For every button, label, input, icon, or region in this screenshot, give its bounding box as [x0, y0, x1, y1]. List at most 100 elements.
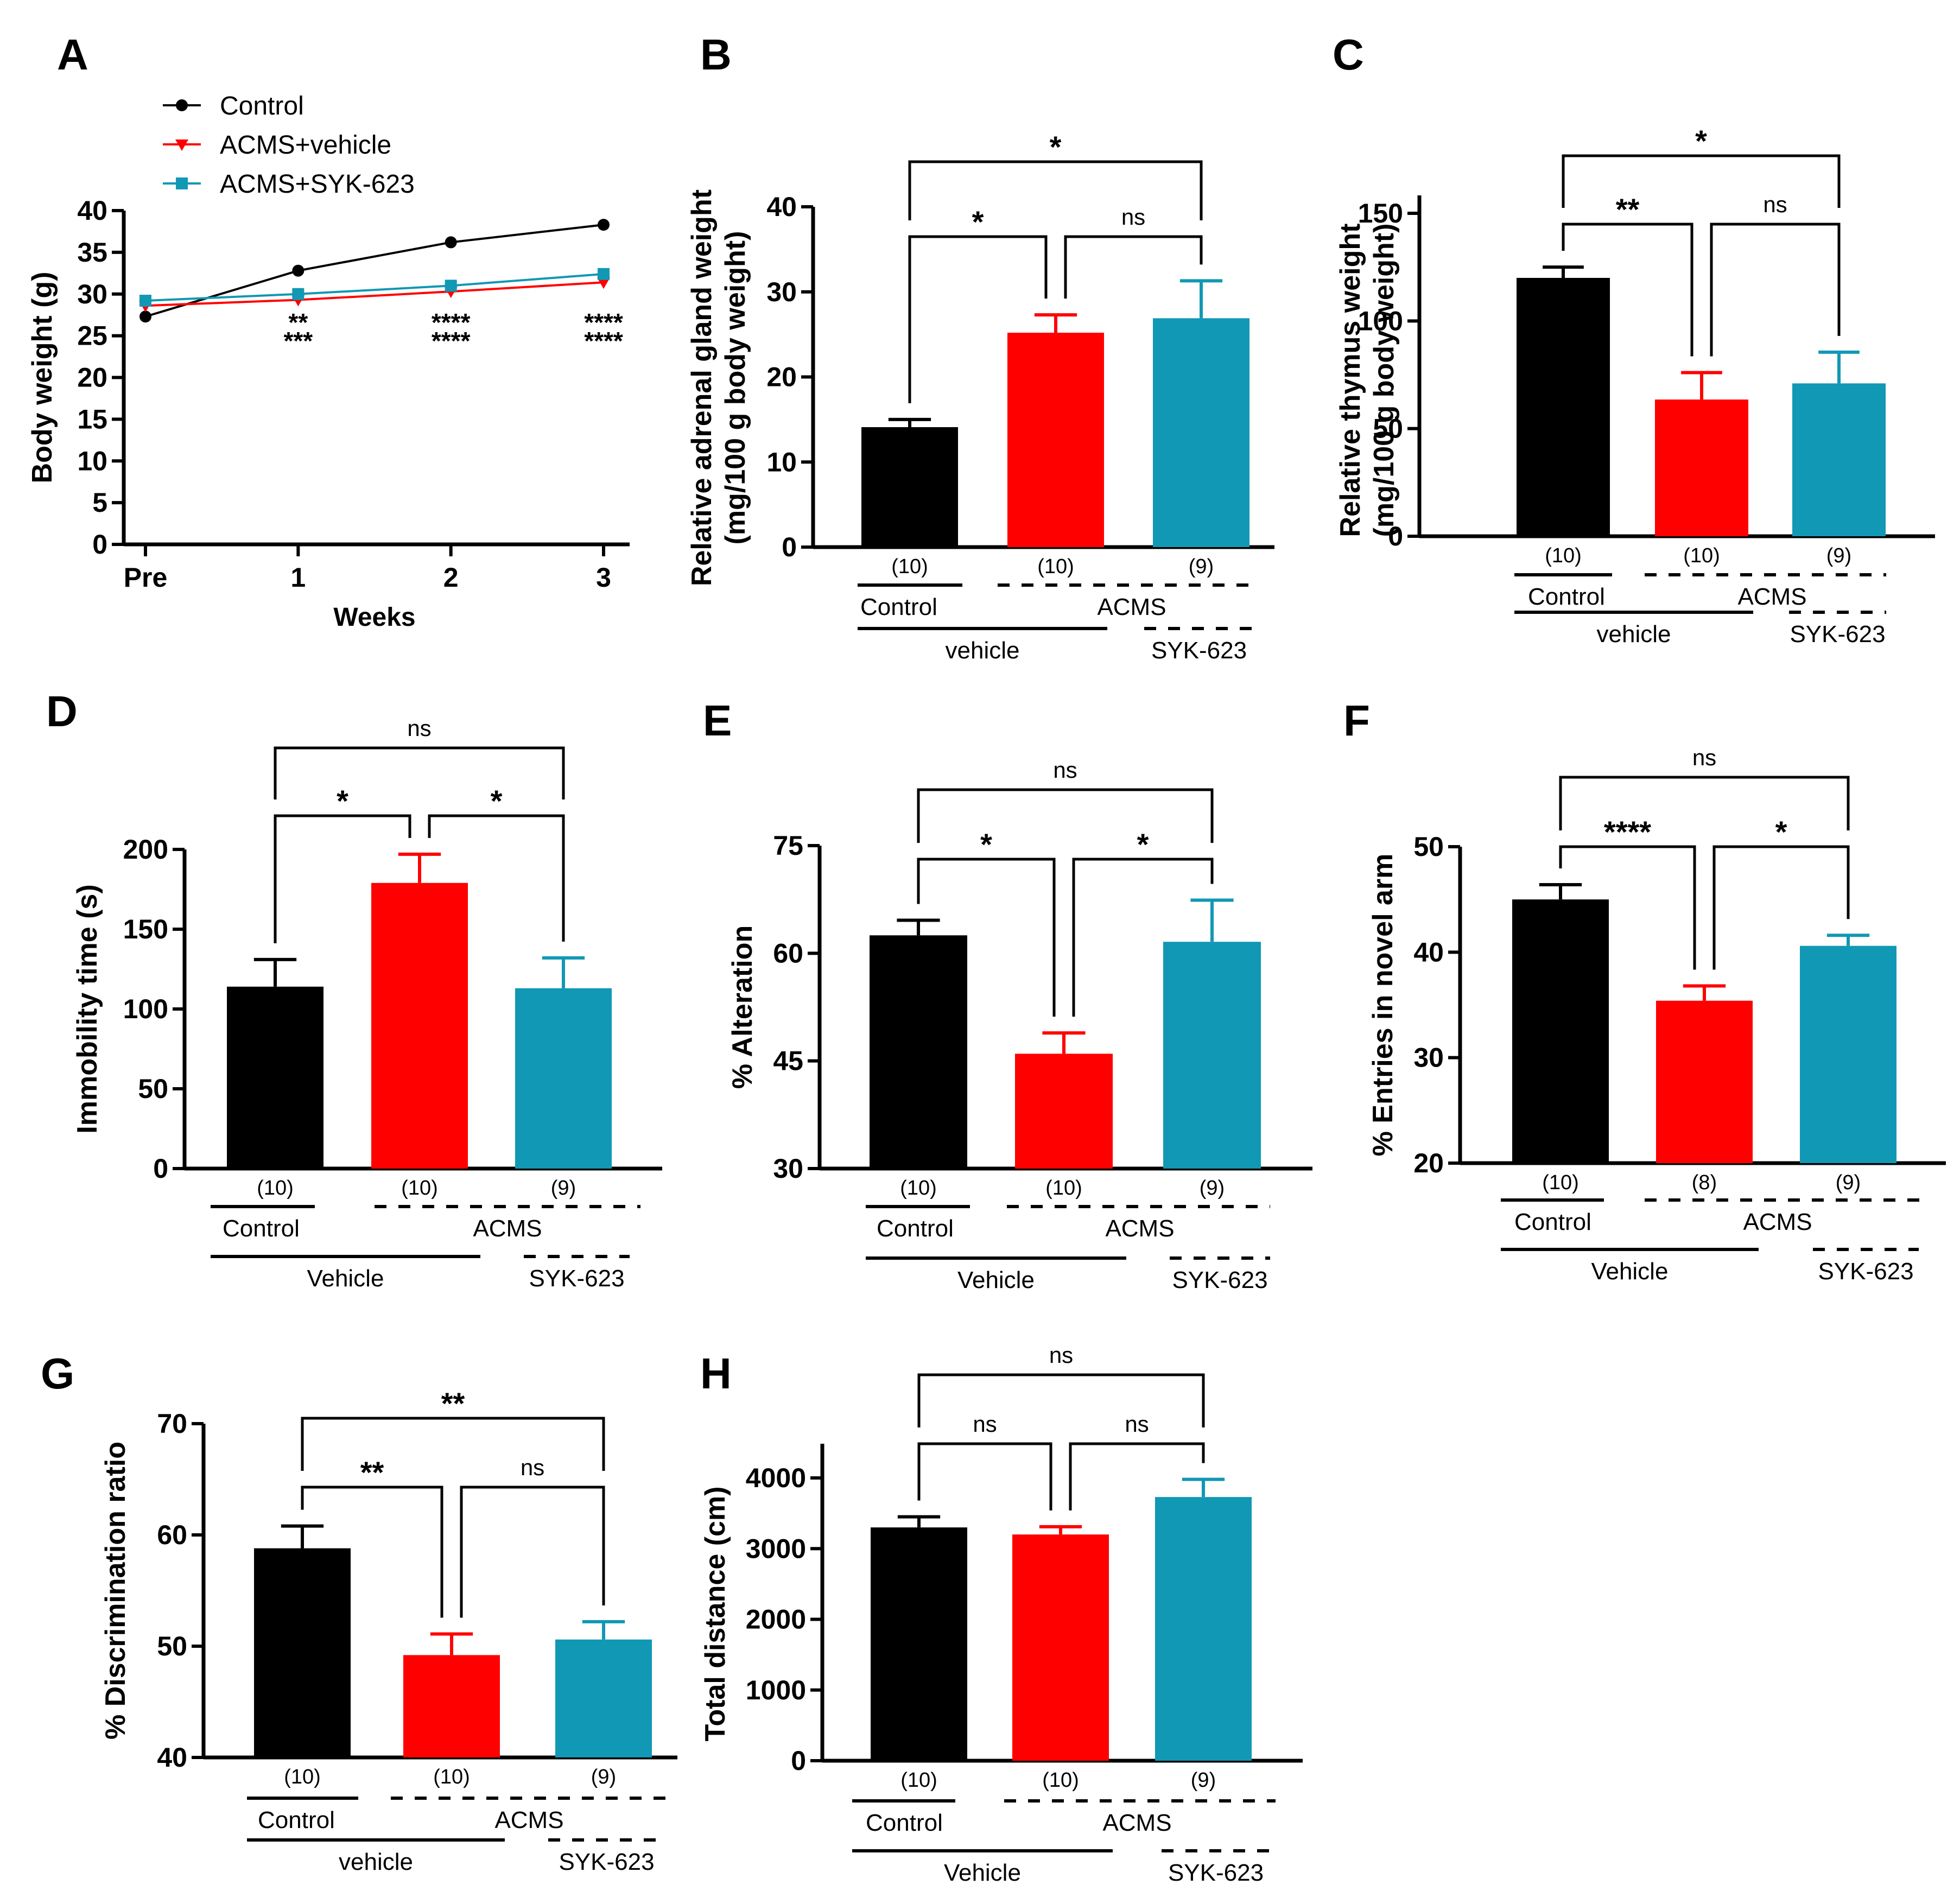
panel-letter: H	[700, 1349, 732, 1398]
group-label-acms: ACMS	[1105, 1215, 1174, 1242]
panel-e: E 30 45 60 75 % Alteration (10) (10) (9) Control A…	[703, 696, 1312, 1293]
y-tick-label: 30	[77, 279, 107, 309]
y-axis-label: Relative adrenal gland weight	[686, 189, 718, 586]
group-label-control: Control	[258, 1807, 335, 1833]
sample-size: (10)	[284, 1766, 321, 1788]
comparison-bracket	[1064, 235, 1203, 299]
comparison-bracket	[428, 814, 565, 942]
y-tick-label: 0	[791, 1746, 806, 1776]
sample-size: (8)	[1692, 1171, 1717, 1194]
comparison-bracket	[1072, 858, 1214, 1017]
y-tick-label: 40	[77, 195, 107, 226]
x-tick-label: 3	[596, 562, 611, 593]
significance-stars: ***	[283, 327, 313, 355]
comparison-bracket	[917, 1442, 1052, 1510]
bar	[555, 1639, 652, 1757]
y-tick-label: 15	[77, 404, 107, 434]
y-tick-label: 50	[157, 1631, 187, 1661]
sample-size: (10)	[257, 1177, 294, 1199]
significance-label: ns	[1049, 1342, 1073, 1368]
group-label-vehicle: Vehicle	[944, 1859, 1021, 1886]
significance-label: *	[1137, 827, 1149, 861]
group-label-drug: SYK-623	[1168, 1859, 1264, 1886]
sample-size: (9)	[1826, 544, 1851, 567]
sample-size: (10)	[433, 1766, 470, 1788]
sample-size: (9)	[1189, 555, 1214, 578]
y-tick-label: 4000	[746, 1463, 806, 1493]
sample-size: (10)	[1683, 544, 1720, 567]
panel-f: F 20 30 40 50 % Entries in novel arm (10) (8) (9…	[1343, 696, 1946, 1285]
y-tick-label: 100	[1358, 306, 1403, 336]
significance-stars: ****	[432, 308, 471, 337]
comparison-bracket	[908, 235, 1048, 403]
y-tick-label: 150	[1358, 198, 1403, 229]
bar	[1153, 318, 1249, 547]
y-tick-label: 35	[77, 237, 107, 268]
x-axis-label: Weeks	[333, 603, 415, 632]
bar	[254, 1548, 351, 1757]
data-point	[445, 280, 457, 292]
group-label-drug: SYK-623	[559, 1849, 654, 1875]
sample-size: (10)	[1542, 1171, 1579, 1194]
significance-label: *	[1775, 815, 1787, 849]
bar	[1012, 1534, 1109, 1761]
significance-label: **	[441, 1386, 465, 1420]
data-point	[139, 295, 151, 307]
panel-letter: D	[46, 687, 78, 735]
y-tick-label: 25	[77, 321, 107, 351]
sample-size: (10)	[1045, 1177, 1082, 1199]
bar	[861, 427, 958, 547]
group-label-acms: ACMS	[1097, 594, 1166, 620]
significance-label: ns	[1053, 757, 1077, 783]
y-tick-label: 10	[766, 447, 797, 477]
significance-label: ****	[1604, 815, 1651, 849]
legend-marker	[175, 139, 188, 151]
significance-label: ns	[1763, 192, 1787, 217]
significance-label: *	[972, 205, 984, 239]
y-axis-label: % Discrimination ratio	[100, 1442, 131, 1740]
y-tick-label: 0	[153, 1153, 168, 1184]
significance-label: ns	[407, 715, 431, 741]
data-point	[445, 236, 457, 249]
bar	[1800, 945, 1896, 1163]
bar	[1656, 1000, 1753, 1163]
sample-size: (10)	[900, 1177, 937, 1199]
panel-letter: E	[703, 696, 732, 745]
group-label-acms: ACMS	[1743, 1209, 1812, 1235]
sample-size: (9)	[1200, 1177, 1225, 1199]
group-label-drug: SYK-623	[1818, 1258, 1913, 1285]
group-label-control: Control	[860, 594, 937, 620]
comparison-bracket	[1559, 845, 1696, 970]
y-tick-label: 40	[766, 192, 797, 222]
group-label-vehicle: Vehicle	[307, 1265, 384, 1292]
y-tick-label: 10	[77, 446, 107, 476]
group-label-acms: ACMS	[1737, 583, 1806, 610]
group-label-acms: ACMS	[1102, 1810, 1171, 1836]
y-tick-label: 150	[123, 914, 168, 944]
y-tick-label: 20	[766, 362, 797, 392]
bar	[1655, 399, 1748, 536]
y-tick-label: 45	[773, 1046, 803, 1076]
significance-label: ns	[521, 1455, 544, 1480]
y-tick-label: 75	[773, 830, 803, 861]
y-axis-label: Immobility time (s)	[72, 884, 103, 1133]
group-label-drug: SYK-623	[1151, 637, 1247, 664]
comparison-bracket	[274, 814, 411, 943]
bar	[871, 1527, 967, 1761]
significance-label: **	[1616, 192, 1640, 226]
sample-size: (9)	[1836, 1171, 1861, 1194]
y-axis-label: Body weight (g)	[27, 272, 58, 484]
legend-label: ACMS+SYK-623	[220, 170, 415, 199]
legend-label: ACMS+vehicle	[220, 131, 391, 160]
significance-label: *	[491, 784, 503, 818]
group-label-vehicle: vehicle	[339, 1849, 413, 1875]
significance-label: *	[980, 827, 992, 861]
data-point	[292, 264, 305, 277]
data-point	[598, 268, 610, 280]
bar	[1792, 383, 1886, 536]
group-label-vehicle: vehicle	[1597, 621, 1671, 648]
y-tick-label: 40	[157, 1742, 187, 1773]
